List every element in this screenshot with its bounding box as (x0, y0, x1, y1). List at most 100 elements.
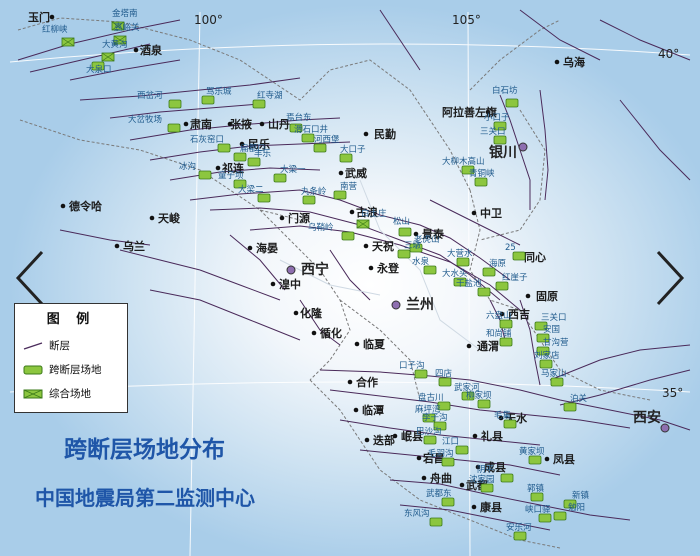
city-marker (247, 245, 253, 251)
next-arrow-button[interactable] (650, 248, 690, 308)
capital-marker (286, 265, 296, 275)
city-marker (421, 475, 427, 481)
city-label: 民乐 (248, 137, 270, 151)
cross-fault-site-marker (91, 61, 105, 71)
city-marker (475, 464, 481, 470)
cross-fault-site-marker (512, 251, 526, 261)
coord-lat35: 35° (662, 386, 683, 400)
city-label: 西吉 (508, 307, 530, 321)
city-marker (353, 407, 359, 413)
site-label: 丸条岭 (301, 186, 327, 197)
city-label: 肃南 (190, 117, 212, 131)
map-legend: 图 例 断层 跨断层场地 综合场地 (14, 303, 128, 413)
site-label: 金塔南 (112, 8, 138, 19)
site-label: 柳家坝 (466, 390, 492, 401)
city-label: 玉门 (28, 10, 50, 24)
city-marker (364, 437, 370, 443)
cross-fault-site-marker (289, 123, 303, 133)
cross-fault-site-marker (433, 421, 447, 431)
previous-arrow-button[interactable] (10, 248, 50, 308)
cross-fault-site-marker (534, 321, 548, 331)
city-label: 景泰 (421, 227, 445, 241)
city-label: 民勤 (374, 127, 396, 141)
cross-fault-site-marker (513, 531, 527, 541)
city-label: 山丹 (268, 117, 290, 131)
site-label: 大梁二 (238, 184, 264, 195)
city-marker (49, 14, 55, 20)
legend-composite: 综合场地 (23, 386, 91, 401)
site-label: 新镇 (572, 490, 590, 501)
site-label: 海原 (489, 258, 506, 269)
site-label: 老虎山 (414, 234, 440, 245)
site-label: 冰沟 (179, 161, 196, 172)
capital-label: 西安 (633, 409, 661, 426)
city-marker (239, 141, 245, 147)
site-label: 骂乐城 (206, 86, 232, 97)
city-marker (259, 121, 265, 127)
site-label: 勉阳 (568, 502, 585, 513)
cross-fault-site-marker (493, 121, 507, 131)
city-marker (349, 209, 355, 215)
cross-fault-site-marker (409, 243, 423, 253)
site-label: 三关口 (541, 312, 567, 323)
site-label: 红柳峡 (42, 24, 68, 35)
capital-label: 兰州 (406, 296, 434, 313)
cross-fault-site-marker (563, 402, 577, 412)
city-label: 康县 (480, 500, 502, 514)
site-label: 口子沟 (399, 360, 425, 371)
site-label: 焉台东 (286, 112, 312, 123)
cross-fault-site-marker (499, 337, 513, 347)
site-label: 河西堡 (314, 134, 340, 145)
site-label: 小口子 (484, 112, 510, 123)
cross-fault-site-marker (461, 391, 475, 401)
city-label: 循化 (320, 326, 342, 340)
site-label: 刘家店 (534, 350, 560, 361)
city-marker (215, 165, 221, 171)
site-label: 盘古川 (418, 392, 444, 403)
cross-fault-site-marker (477, 287, 491, 297)
cross-fault-site-marker (500, 473, 514, 483)
capital-label: 银川 (489, 144, 517, 161)
cross-fault-site-marker (397, 249, 411, 259)
cross-fault-site-marker (499, 319, 513, 329)
cross-fault-site-marker (438, 377, 452, 387)
legend-composite-label: 综合场地 (49, 388, 91, 400)
city-marker (544, 456, 550, 462)
city-marker (149, 215, 155, 221)
site-label: 六盘山 (486, 310, 512, 321)
site-label: 和尚铺 (486, 328, 512, 339)
site-label: 丰乐 (254, 148, 272, 159)
chevron-left-icon (15, 250, 44, 306)
site-label: 童子坝 (218, 170, 244, 181)
city-marker (499, 311, 505, 317)
cross-fault-site-marker (233, 152, 247, 162)
chevron-right-icon (656, 250, 685, 306)
cross-fault-site-marker (273, 173, 287, 183)
city-marker (485, 109, 491, 115)
site-label: 毛羽沟 (428, 448, 454, 459)
city-label: 临潭 (362, 403, 384, 417)
cross-fault-site-marker (453, 277, 467, 287)
city-marker (498, 415, 504, 421)
site-label: 三关口 (480, 126, 506, 137)
cross-fault-site-marker (528, 455, 542, 465)
site-label: 马家山 (541, 368, 567, 379)
cross-fault-site-marker (474, 177, 488, 187)
cross-fault-site-marker (480, 483, 494, 493)
cross-fault-site-marker (167, 123, 181, 133)
cross-fault-site-marker (455, 445, 469, 455)
cross-fault-site-marker (461, 165, 475, 175)
site-label: 大水头 (442, 268, 468, 279)
city-marker (279, 215, 285, 221)
city-marker (227, 121, 233, 127)
cross-fault-site-marker (201, 95, 215, 105)
city-label: 成县 (484, 460, 506, 474)
site-label: 三墩 (404, 240, 422, 251)
cross-fault-site-marker (247, 157, 261, 167)
site-label: 江口 (442, 437, 459, 447)
site-label: 白石坊 (492, 85, 518, 96)
cross-fault-site-marker (441, 457, 455, 467)
coord-lon100: 100° (194, 13, 223, 27)
composite-cross (356, 219, 370, 229)
